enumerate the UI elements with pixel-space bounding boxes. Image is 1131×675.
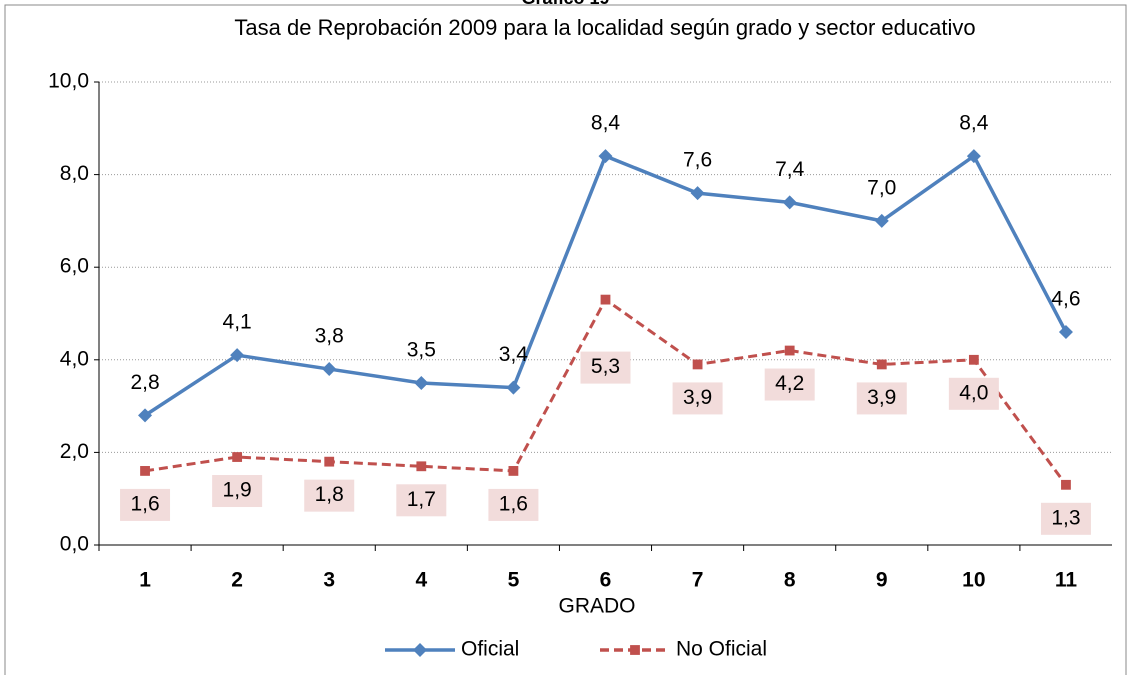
label-bg xyxy=(1040,502,1091,535)
legend-label: Oficial xyxy=(461,638,519,661)
data-label: 1,8 xyxy=(315,483,344,506)
point xyxy=(600,294,611,305)
point xyxy=(598,149,613,164)
y-tick-label: 8,0 xyxy=(60,162,89,185)
point xyxy=(876,359,887,370)
data-label: 8,4 xyxy=(591,112,621,135)
point xyxy=(414,375,429,390)
point xyxy=(1061,479,1071,490)
label-bg xyxy=(120,488,171,521)
label-bg xyxy=(396,484,447,517)
y-tick-label: 4,0 xyxy=(60,347,89,370)
point xyxy=(692,359,703,370)
legend-marker xyxy=(413,643,427,657)
y-tick-label: 0,0 xyxy=(60,533,89,556)
x-tick-label: 3 xyxy=(323,569,335,592)
data-label: 7,0 xyxy=(867,176,896,199)
point xyxy=(874,213,889,228)
data-label: 4,1 xyxy=(223,311,252,334)
data-label: 3,9 xyxy=(683,386,712,409)
label-bg xyxy=(948,377,999,410)
x-tick-label: 7 xyxy=(692,569,704,592)
point xyxy=(1058,325,1073,340)
data-label: 7,6 xyxy=(683,149,712,172)
data-label: 3,9 xyxy=(867,386,896,409)
x-tick-label: 9 xyxy=(876,569,888,592)
point xyxy=(506,380,521,395)
point xyxy=(138,408,153,423)
legend-marker xyxy=(630,645,640,655)
x-tick-label: 8 xyxy=(784,569,796,592)
x-tick-label: 5 xyxy=(508,569,520,592)
data-label: 2,8 xyxy=(130,371,159,394)
data-label: 1,9 xyxy=(223,479,252,502)
point xyxy=(966,149,981,164)
label-bg xyxy=(672,382,723,415)
data-label: 3,5 xyxy=(407,338,436,361)
y-tick-label: 6,0 xyxy=(60,255,89,278)
x-tick-label: 6 xyxy=(600,569,612,592)
point xyxy=(784,345,795,356)
header: Gráfico 19 xyxy=(0,0,1131,9)
series-line xyxy=(144,297,1068,486)
label-bg xyxy=(212,475,263,508)
x-axis-title: GRADO xyxy=(558,595,635,618)
point xyxy=(322,362,337,377)
point xyxy=(968,354,979,365)
x-tick-label: 2 xyxy=(231,569,243,592)
chart-title: Tasa de Reprobación 2009 para la localid… xyxy=(234,15,976,40)
x-tick-label: 1 xyxy=(139,569,151,592)
point xyxy=(324,456,335,467)
point xyxy=(232,452,243,462)
data-label: 7,4 xyxy=(775,158,805,181)
label-bg xyxy=(304,479,355,512)
label-bg xyxy=(764,368,815,401)
data-label: 1,6 xyxy=(130,492,159,515)
data-label: 5,3 xyxy=(591,355,620,378)
data-label: 4,6 xyxy=(1051,288,1080,311)
point xyxy=(690,186,705,201)
data-label: 3,4 xyxy=(499,343,529,366)
point xyxy=(230,348,245,363)
point xyxy=(140,466,150,476)
point xyxy=(508,466,519,476)
data-label: 1,7 xyxy=(407,488,436,511)
label-bg xyxy=(488,488,539,521)
point xyxy=(782,195,797,210)
data-label: 4,2 xyxy=(775,372,804,395)
y-tick-label: 2,0 xyxy=(60,440,89,463)
x-tick-label: 10 xyxy=(962,569,985,592)
x-tick-label: 4 xyxy=(415,569,427,592)
data-label: 1,6 xyxy=(499,492,528,515)
chart-frame xyxy=(4,4,1127,675)
legend-label: No Oficial xyxy=(676,638,767,661)
data-label: 1,3 xyxy=(1051,506,1080,529)
x-tick-label: 11 xyxy=(1055,569,1078,592)
point xyxy=(416,461,427,472)
data-label: 4,0 xyxy=(959,381,988,404)
data-label: 8,4 xyxy=(959,112,989,135)
label-bg xyxy=(856,382,907,415)
data-label: 3,8 xyxy=(315,325,344,348)
label-bg xyxy=(580,351,631,384)
y-tick-label: 10,0 xyxy=(48,70,89,93)
